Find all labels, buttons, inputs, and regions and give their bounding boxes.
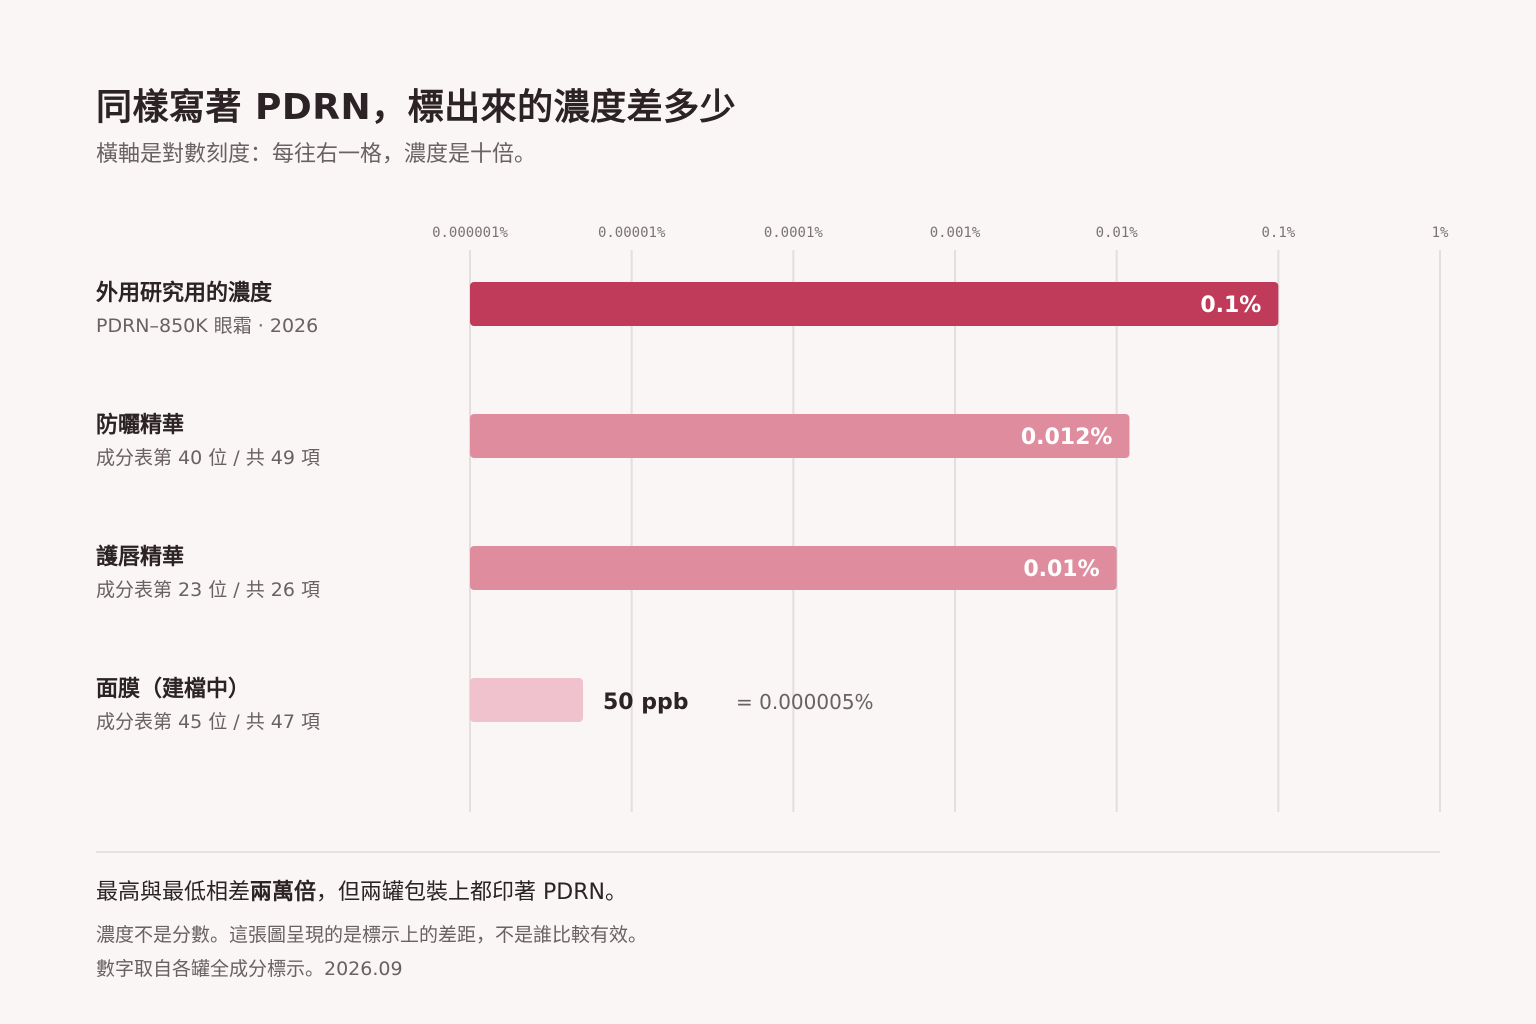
category-name: 防曬精華 — [96, 412, 184, 438]
footer-note-1: 濃度不是分數。這張圖呈現的是標示上的差距，不是誰比較有效。 — [96, 924, 648, 946]
chart-subtitle: 橫軸是對數刻度：每往右一格，濃度是十倍。 — [96, 142, 537, 167]
category-subtitle: 成分表第 40 位 / 共 49 項 — [96, 447, 320, 469]
x-tick-label: 0.1% — [1261, 225, 1295, 241]
x-tick-label: 0.000001% — [432, 225, 508, 241]
category-subtitle: 成分表第 23 位 / 共 26 項 — [96, 579, 320, 601]
footer-main-bold: 兩萬倍 — [250, 880, 317, 905]
x-tick-label: 0.00001% — [598, 225, 666, 241]
bar — [470, 546, 1117, 590]
footer-divider — [96, 851, 1440, 853]
footer-main-note: 最高與最低相差兩萬倍，但兩罐包裝上都印著 PDRN。 — [96, 874, 627, 906]
bar-value-label: 0.01% — [1023, 557, 1099, 582]
category-name: 面膜（建檔中） — [96, 676, 250, 702]
bar-chart: 0.000001% 0.00001% 0.0001% 0.001% 0.01% 0.1% 1… — [96, 225, 1449, 812]
x-tick-label: 0.001% — [930, 225, 981, 241]
x-tick-label: 0.01% — [1096, 225, 1139, 241]
x-tick-label: 1% — [1432, 225, 1449, 241]
bar-value-label: 0.012% — [1021, 425, 1113, 450]
bar-value-label: 50 ppb — [603, 690, 689, 715]
category-subtitle: 成分表第 45 位 / 共 47 項 — [96, 711, 320, 733]
footer-main-post: ，但兩罐包裝上都印著 PDRN。 — [316, 880, 627, 905]
bar — [470, 282, 1279, 326]
bar — [470, 678, 583, 722]
x-tick-label: 0.0001% — [764, 225, 824, 241]
category-name: 護唇精華 — [96, 544, 184, 570]
chart-title: 同樣寫著 PDRN，標出來的濃度差多少 — [96, 87, 737, 128]
bar — [470, 414, 1130, 458]
category-name: 外用研究用的濃度 — [96, 280, 273, 306]
bar-equivalent-label: = 0.000005% — [736, 690, 874, 714]
footer-main-pre: 最高與最低相差 — [96, 880, 251, 905]
footer-note-2: 數字取自各罐全成分標示。2026.09 — [96, 958, 403, 980]
category-subtitle: PDRN–850K 眼霜 · 2026 — [96, 315, 318, 337]
bar-value-label: 0.1% — [1200, 293, 1261, 318]
